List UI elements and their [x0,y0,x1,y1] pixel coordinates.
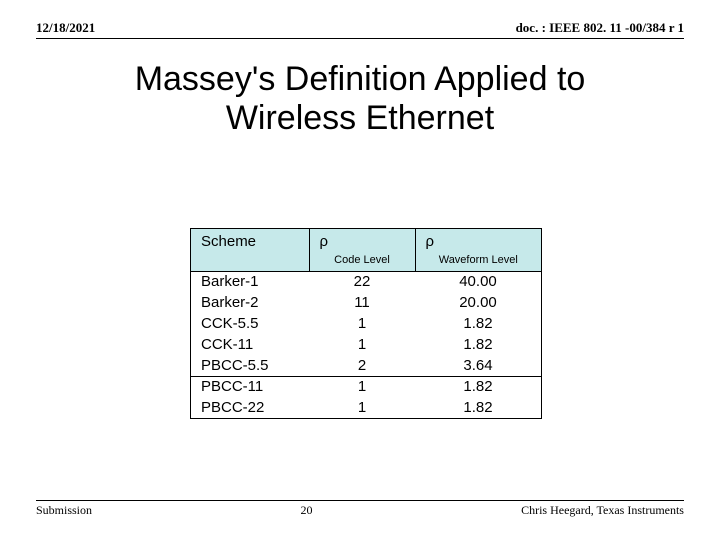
table-row: PBCC-2211.82 [191,397,541,418]
cell-code-level: 1 [309,397,415,418]
footer-left: Submission [36,503,92,518]
col-header-wave: ρ Waveform Level [415,229,541,271]
cell-scheme: CCK-11 [191,334,309,355]
cell-scheme: CCK-5.5 [191,313,309,334]
cell-waveform-level: 1.82 [415,397,541,418]
header-doc-ref: doc. : IEEE 802. 11 -00/384 r 1 [516,20,684,36]
table-row: CCK-1111.82 [191,334,541,355]
page-footer: Submission 20 Chris Heegard, Texas Instr… [36,500,684,518]
data-table: Scheme ρ Code Level ρ Waveform Level Bar… [190,228,542,419]
cell-scheme: Barker-1 [191,271,309,292]
cell-code-level: 22 [309,271,415,292]
cell-scheme: Barker-2 [191,292,309,313]
cell-scheme: PBCC-5.5 [191,355,309,376]
cell-waveform-level: 20.00 [415,292,541,313]
col-header-rho-1: ρ [310,229,415,250]
page-title: Massey's Definition Applied to Wireless … [0,60,720,138]
table-header-row: Scheme ρ Code Level ρ Waveform Level [191,229,541,271]
cell-code-level: 1 [309,334,415,355]
col-header-scheme-label: Scheme [191,229,309,250]
table-row: CCK-5.511.82 [191,313,541,334]
col-header-wave-sub: Waveform Level [416,250,542,266]
cell-waveform-level: 1.82 [415,313,541,334]
cell-waveform-level: 1.82 [415,376,541,397]
cell-scheme: PBCC-11 [191,376,309,397]
page-header: 12/18/2021 doc. : IEEE 802. 11 -00/384 r… [36,20,684,39]
footer-page-number: 20 [301,503,313,518]
footer-right: Chris Heegard, Texas Instruments [521,503,684,518]
table-row: PBCC-5.523.64 [191,355,541,376]
col-header-code-sub: Code Level [310,250,415,266]
col-header-rho-2: ρ [416,229,542,250]
cell-code-level: 1 [309,313,415,334]
title-line-1: Massey's Definition Applied to [135,60,586,98]
cell-scheme: PBCC-22 [191,397,309,418]
cell-waveform-level: 40.00 [415,271,541,292]
cell-waveform-level: 1.82 [415,334,541,355]
table-row: Barker-21120.00 [191,292,541,313]
table-row: Barker-12240.00 [191,271,541,292]
cell-code-level: 2 [309,355,415,376]
table-row: PBCC-1111.82 [191,376,541,397]
cell-waveform-level: 3.64 [415,355,541,376]
cell-code-level: 11 [309,292,415,313]
title-line-2: Wireless Ethernet [226,99,494,137]
header-date: 12/18/2021 [36,20,95,36]
col-header-scheme: Scheme [191,229,309,271]
col-header-code: ρ Code Level [309,229,415,271]
cell-code-level: 1 [309,376,415,397]
